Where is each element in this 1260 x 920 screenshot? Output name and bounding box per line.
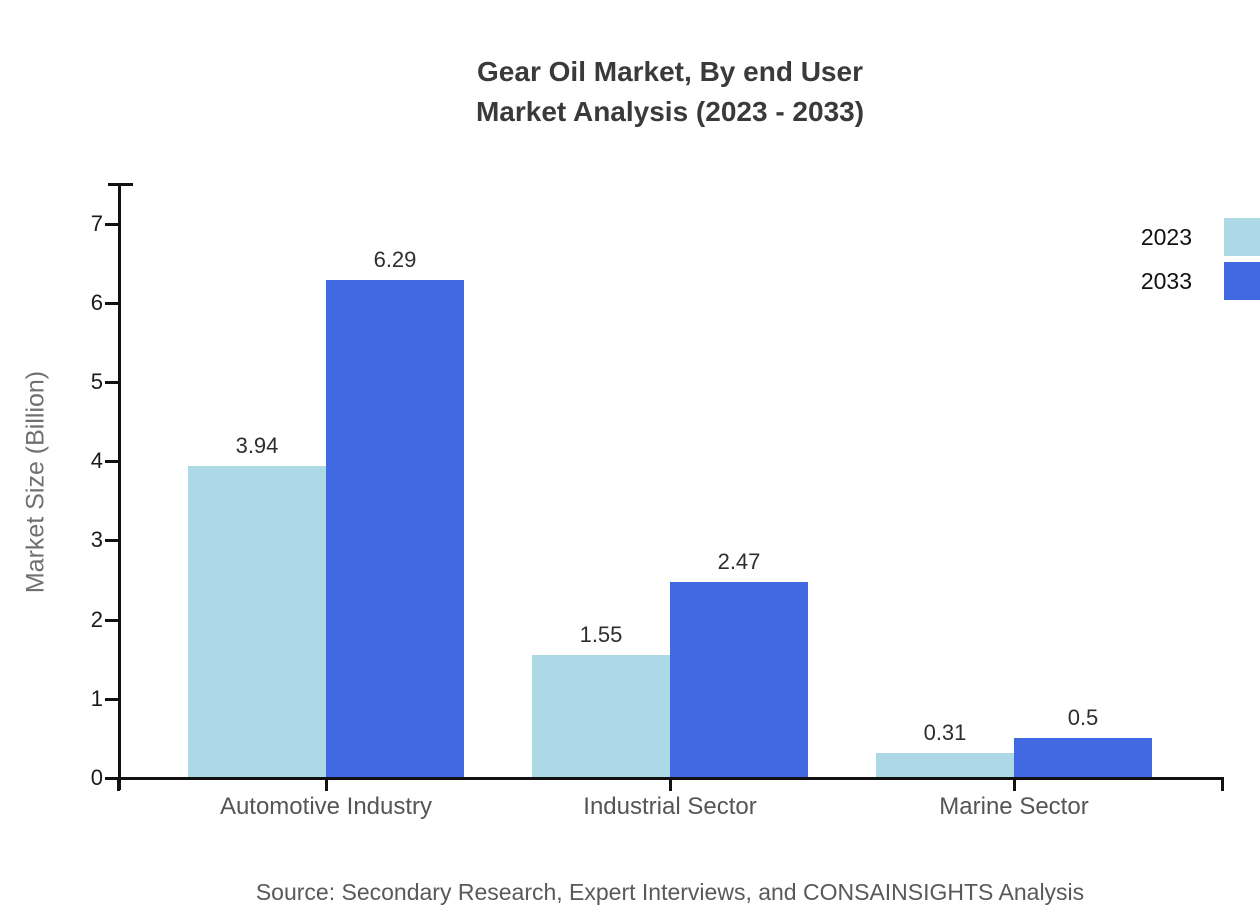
bar [532, 655, 670, 778]
legend-item: 2023 [1141, 218, 1260, 256]
y-tick-label: 6 [90, 289, 103, 315]
bar-value-label: 3.94 [235, 433, 279, 458]
legend-swatch [1224, 262, 1260, 300]
y-axis-top-tick [108, 183, 133, 186]
bar [188, 466, 326, 778]
y-tick [105, 381, 118, 384]
y-tick [105, 222, 118, 226]
bar [670, 582, 808, 778]
y-tick-label: 5 [90, 369, 103, 394]
y-tick [105, 618, 118, 622]
bar-value-label: 1.55 [579, 622, 623, 647]
x-tick [668, 777, 672, 791]
chart-title-line2: Market Analysis (2023 - 2033) [475, 96, 865, 127]
bar [1014, 738, 1152, 778]
x-tick [1220, 777, 1224, 791]
y-tick [105, 697, 118, 701]
legend: 2023 2033 [1141, 218, 1260, 306]
y-axis-title: Market Size (Billion) [21, 370, 50, 594]
chart-title-line1: Gear Oil Market, By end User [477, 56, 863, 87]
bar [326, 280, 464, 778]
bar-value-label: 0.31 [923, 720, 967, 745]
legend-label: 2023 [1140, 223, 1192, 250]
category-label: Marine Sector [939, 793, 1089, 820]
x-tick [116, 777, 120, 791]
y-tick-label: 4 [90, 448, 103, 474]
legend-swatch [1224, 218, 1260, 256]
category-label: Automotive Industry [219, 793, 433, 820]
y-tick-label: 2 [90, 606, 103, 632]
x-tick [324, 777, 328, 791]
category-label: Industrial Sector [583, 793, 757, 820]
legend-item: 2033 [1141, 262, 1260, 300]
y-axis-line [118, 183, 121, 790]
chart-title: Gear Oil Market, By end User Market Anal… [140, 52, 1200, 132]
bar-value-label: 0.5 [1067, 705, 1099, 730]
y-tick-label: 1 [90, 685, 103, 711]
source-note: Source: Secondary Research, Expert Inter… [255, 879, 1085, 905]
bar-value-label: 2.47 [717, 549, 761, 574]
y-tick [105, 460, 118, 464]
bar-value-label: 6.29 [373, 247, 417, 272]
y-tick [105, 539, 118, 543]
y-tick [105, 777, 118, 780]
bar [876, 753, 1014, 778]
y-tick-label: 0 [90, 765, 103, 790]
y-tick [105, 301, 118, 305]
y-tick-label: 3 [90, 527, 103, 553]
y-tick-label: 7 [90, 210, 103, 236]
legend-label: 2033 [1140, 267, 1192, 294]
x-tick [1012, 777, 1016, 791]
